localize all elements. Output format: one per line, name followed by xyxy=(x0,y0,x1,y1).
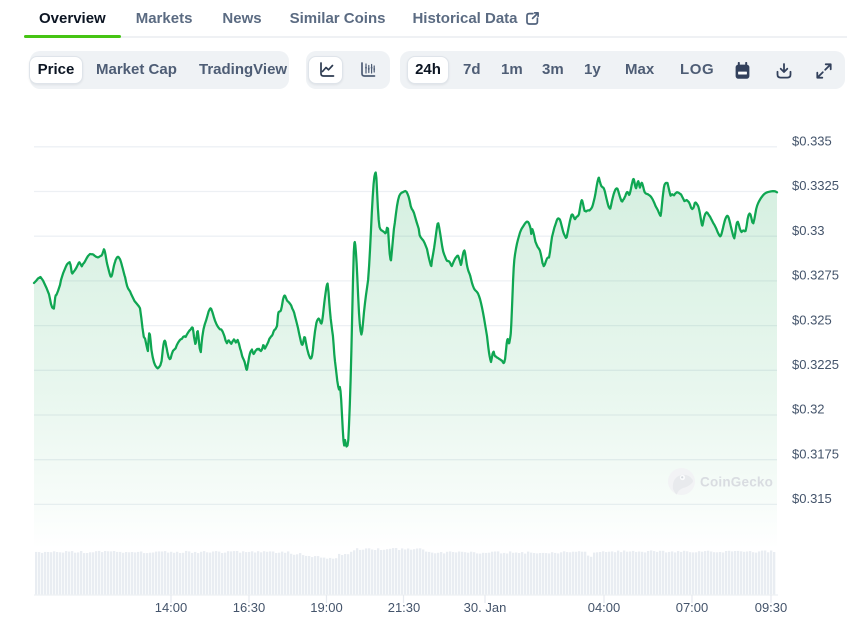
svg-text:21:30: 21:30 xyxy=(388,600,421,615)
svg-text:$0.3275: $0.3275 xyxy=(792,268,839,283)
svg-text:07:00: 07:00 xyxy=(676,600,709,615)
svg-text:$0.33: $0.33 xyxy=(792,223,825,238)
svg-text:14:00: 14:00 xyxy=(155,600,188,615)
svg-text:$0.315: $0.315 xyxy=(792,491,832,506)
svg-text:30. Jan: 30. Jan xyxy=(464,600,507,615)
svg-text:19:00: 19:00 xyxy=(310,600,343,615)
svg-text:$0.325: $0.325 xyxy=(792,312,832,327)
svg-text:09:30: 09:30 xyxy=(755,600,788,615)
svg-text:16:30: 16:30 xyxy=(233,600,266,615)
svg-text:$0.3225: $0.3225 xyxy=(792,357,839,372)
svg-text:$0.335: $0.335 xyxy=(792,134,832,149)
svg-text:$0.3175: $0.3175 xyxy=(792,446,839,461)
svg-text:CoinGecko: CoinGecko xyxy=(700,475,773,490)
svg-text:$0.3325: $0.3325 xyxy=(792,178,839,193)
svg-text:$0.32: $0.32 xyxy=(792,402,825,417)
svg-text:04:00: 04:00 xyxy=(588,600,621,615)
